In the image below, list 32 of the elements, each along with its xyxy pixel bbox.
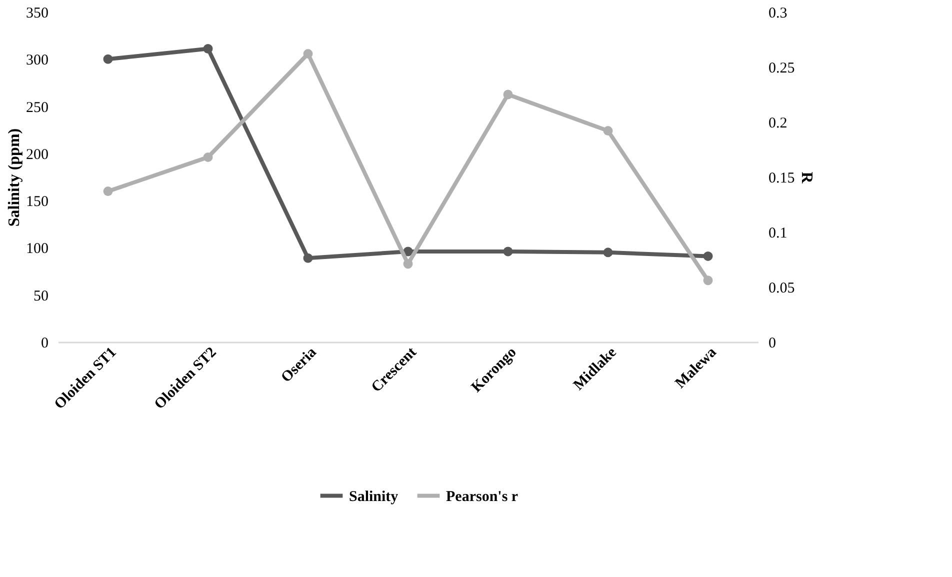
y-tick-label: 150 <box>26 194 48 210</box>
y-tick-label: 200 <box>26 146 48 163</box>
point <box>603 126 613 136</box>
y-tick-label: 300 <box>26 52 48 69</box>
y2-tick-label: 0.1 <box>768 226 788 242</box>
point <box>503 90 513 100</box>
y-tick-label: 50 <box>34 288 48 304</box>
point <box>103 54 113 64</box>
y-tick-label: 0 <box>41 336 48 352</box>
point <box>703 276 713 286</box>
point <box>503 246 513 256</box>
point <box>603 248 613 258</box>
point <box>303 49 313 59</box>
point <box>303 253 313 263</box>
y2-tick-label: 0.15 <box>768 170 795 186</box>
y2-axis-title: R <box>798 172 815 184</box>
y2-tick-label: 0.25 <box>768 60 795 76</box>
legend-label: Pearson's r <box>446 488 518 505</box>
point <box>103 186 113 196</box>
y-tick-label: 100 <box>26 241 48 258</box>
point <box>203 152 213 162</box>
y-tick-label: 350 <box>26 6 48 22</box>
point <box>403 259 413 269</box>
y2-tick-label: 0.3 <box>768 6 788 22</box>
y2-tick-label: 0 <box>768 336 776 352</box>
legend-label: Salinity <box>349 488 399 505</box>
y-tick-label: 250 <box>26 100 48 116</box>
y2-tick-label: 0.2 <box>768 116 788 132</box>
y-axis-title: Salinity (ppm) <box>6 128 23 227</box>
y2-tick-label: 0.05 <box>768 280 795 296</box>
point <box>703 251 713 261</box>
point <box>203 44 213 54</box>
